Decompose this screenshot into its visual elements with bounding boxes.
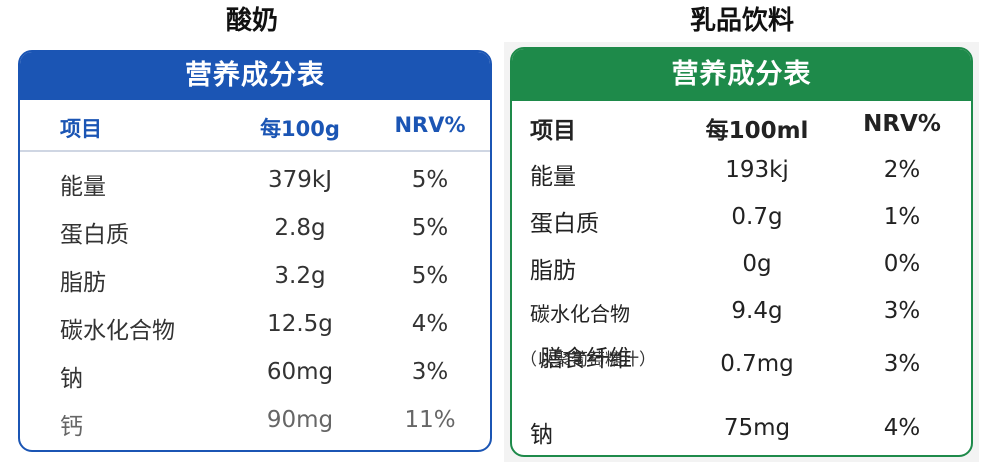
nutrient-name: 脂肪 (530, 258, 576, 284)
nutrient-amount: 3.2g (274, 263, 326, 289)
table-title: 营养成分表 (20, 52, 490, 100)
nutrient-nrv: 4% (411, 311, 449, 337)
nutrient-amount: 75mg (723, 415, 791, 441)
caption-dairy-drink: 乳品饮料 (690, 6, 795, 36)
table-row: 碳水化合物 12.5g 4% (20, 301, 490, 349)
nutrient-name: 能量 (60, 174, 106, 200)
table-row: 钙 90mg 11% (20, 397, 490, 445)
table-row: 能量 193kj 2% (512, 149, 971, 196)
header-per-100g: 每100g (260, 117, 340, 141)
nutrient-nrv: 11% (404, 407, 456, 433)
nutrient-name: 钙 (60, 414, 83, 440)
header-nrv: NRV% (394, 113, 466, 137)
nutrient-nrv: 3% (883, 351, 921, 377)
nutrient-amount: 193kj (725, 157, 789, 183)
nutrient-amount: 12.5g (267, 311, 333, 337)
nutrient-amount: 60mg (266, 359, 334, 385)
table-row: 钠 60mg 3% (20, 349, 490, 397)
table-row: 能量 379kJ 5% (20, 157, 490, 205)
nutrient-amount: 0.7g (731, 204, 783, 230)
caption-yogurt: 酸奶 (226, 6, 279, 36)
table-row: 碳水化合物 9.4g 3% (512, 290, 971, 337)
nutrition-table-yogurt: 营养成分表 项目 每100g NRV% 能量 379kJ 5% 蛋白质 2.8g… (18, 50, 492, 452)
nutrient-amount: 9.4g (731, 298, 783, 324)
nutrient-name: 能量 (530, 164, 576, 190)
nutrient-nrv: 2% (883, 157, 921, 183)
nutrition-table-dairy-drink: 营养成分表 项目 每100ml NRV% 能量 193kj 2% 蛋白质 0.7… (510, 47, 973, 457)
nutrient-amount: 379kJ (267, 167, 332, 193)
table-row: 膳食纤维 （以聚葡萄糖汁） 0.7mg 3% (512, 337, 971, 407)
nutrient-nrv: 4% (883, 415, 921, 441)
nutrient-nrv: 5% (411, 263, 449, 289)
nutrient-nrv: 0% (883, 251, 921, 277)
table-row: 脂肪 3.2g 5% (20, 253, 490, 301)
table-title: 营养成分表 (512, 49, 971, 101)
header-nrv: NRV% (863, 111, 941, 137)
table-row: 脂肪 0g 0% (512, 243, 971, 290)
nutrient-name: 蛋白质 (60, 222, 129, 248)
nutrient-nrv: 3% (883, 298, 921, 324)
nutrient-amount: 90mg (266, 407, 334, 433)
nutrient-nrv: 3% (411, 359, 449, 385)
nutrient-nrv: 1% (883, 204, 921, 230)
table-row: 蛋白质 0.7g 1% (512, 196, 971, 243)
nutrient-nrv: 5% (411, 215, 449, 241)
header-item: 项目 (60, 117, 102, 141)
nutrient-amount: 0g (742, 251, 772, 277)
table-header-row: 项目 每100g NRV% (20, 100, 490, 152)
nutrient-name: 钠 (530, 422, 553, 448)
nutrient-name: 膳食纤维 (540, 346, 632, 372)
table-row: 蛋白质 2.8g 5% (20, 205, 490, 253)
table-row: 钠 75mg 4% (512, 407, 971, 454)
nutrient-name: 钠 (60, 366, 83, 392)
nutrient-nrv: 5% (411, 167, 449, 193)
nutrient-name: 脂肪 (60, 270, 106, 296)
nutrient-amount: 2.8g (274, 215, 326, 241)
nutrient-name: 碳水化合物 (530, 302, 630, 326)
table-header-row: 项目 每100ml NRV% (512, 101, 971, 149)
header-per-100ml: 每100ml (705, 118, 809, 144)
nutrient-name: 蛋白质 (530, 211, 599, 237)
header-item: 项目 (530, 118, 576, 144)
nutrient-amount: 0.7mg (720, 351, 794, 377)
nutrient-name: 碳水化合物 (60, 318, 175, 344)
fiber-note: （以聚葡萄糖汁） (520, 350, 656, 370)
